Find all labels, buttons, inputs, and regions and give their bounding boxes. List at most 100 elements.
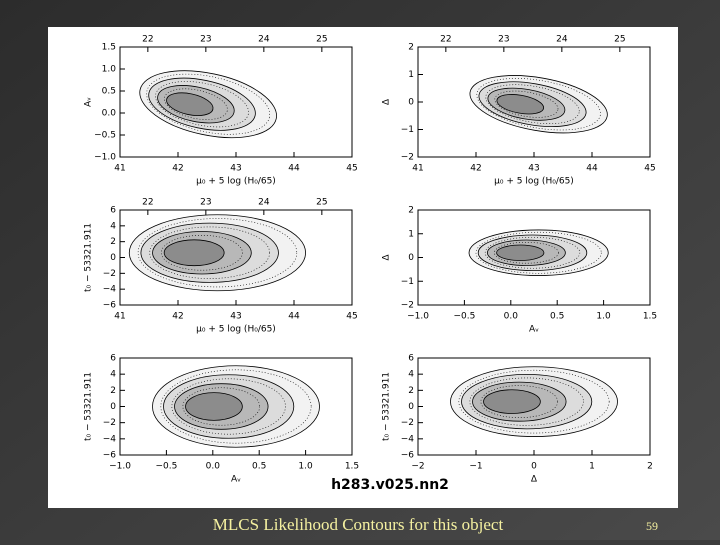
contour-dotted: [475, 231, 602, 274]
y-axis-label: Δ: [382, 98, 392, 105]
contour-dotted: [149, 226, 270, 279]
x-tick-label: 43: [528, 164, 539, 174]
y-axis-label: t₀ − 53321.911: [382, 372, 392, 441]
x-tick-label: 44: [288, 312, 300, 322]
y-tick-label: 6: [110, 354, 116, 364]
y-tick-label: 0: [110, 253, 116, 263]
y-tick-label: −2: [401, 418, 414, 428]
x-tick-label: 41: [412, 164, 423, 174]
top-tick-label: 24: [258, 35, 270, 45]
top-tick-label: 25: [316, 198, 327, 208]
x-tick-label: −0.5: [155, 462, 177, 472]
contour-dotted: [146, 73, 271, 135]
contour: [163, 239, 225, 267]
contour-dotted: [155, 81, 249, 128]
y-tick-label: −1: [401, 125, 414, 135]
y-tick-label: 2: [110, 386, 116, 396]
x-tick-label: −1.0: [109, 462, 131, 472]
x-tick-label: −1: [469, 462, 482, 472]
contour-dotted: [137, 218, 298, 288]
y-tick-label: 0: [110, 402, 116, 412]
y-tick-label: 1.0: [102, 65, 117, 75]
contour: [483, 389, 541, 414]
x-axis-label: Aᵥ: [529, 325, 539, 335]
top-tick-label: 23: [200, 198, 211, 208]
page-number: 59: [646, 519, 658, 533]
y-axis-label: Δ: [382, 254, 392, 261]
contour-dotted: [458, 369, 610, 434]
y-tick-label: −2: [103, 269, 116, 279]
x-tick-label: 43: [230, 312, 241, 322]
x-tick-label: 0.0: [206, 462, 221, 472]
y-tick-label: 1.5: [102, 43, 116, 53]
contour-dotted: [485, 84, 580, 124]
y-tick-label: 4: [110, 221, 116, 231]
x-tick-label: 42: [172, 312, 183, 322]
y-tick-label: 2: [408, 43, 414, 53]
x-tick-label: 0.0: [504, 312, 519, 322]
figure-label: h283.v025.nn2: [331, 477, 449, 493]
y-tick-label: 0: [408, 402, 414, 412]
y-tick-label: −4: [401, 434, 415, 444]
contour-dotted: [480, 385, 559, 419]
x-tick-label: 0.5: [550, 312, 564, 322]
top-tick-label: 22: [142, 35, 153, 45]
y-tick-label: 0: [408, 253, 414, 263]
contour-dotted: [171, 378, 286, 435]
top-tick-label: 23: [200, 35, 211, 45]
y-tick-label: −0.5: [94, 131, 116, 141]
contour-dotted: [161, 234, 243, 271]
y-tick-label: −6: [401, 451, 415, 461]
y-axis-label: t₀ − 53321.911: [84, 372, 94, 441]
top-tick-label: 25: [316, 35, 327, 45]
y-axis-label: t₀ − 53321.911: [84, 223, 94, 292]
top-tick-label: 24: [556, 35, 568, 45]
x-tick-label: 1.5: [643, 312, 657, 322]
x-tick-label: 45: [346, 164, 357, 174]
contour: [185, 392, 243, 421]
x-tick-label: 44: [586, 164, 598, 174]
top-tick-label: 25: [614, 35, 625, 45]
y-axis-label: Aᵥ: [84, 97, 94, 107]
y-tick-label: 0.0: [102, 109, 117, 119]
y-tick-label: −2: [401, 301, 414, 311]
contour: [166, 92, 214, 116]
x-tick-label: 45: [346, 312, 357, 322]
y-tick-label: −1: [401, 277, 414, 287]
contour-dotted: [182, 387, 261, 426]
top-tick-label: 23: [498, 35, 509, 45]
top-tick-label: 22: [142, 198, 153, 208]
y-tick-label: −2: [103, 418, 116, 428]
x-tick-label: 1: [589, 462, 595, 472]
x-axis-label: μ₀ + 5 log (H₀/65): [196, 325, 276, 335]
x-tick-label: 1.0: [596, 312, 611, 322]
x-tick-label: −1.0: [407, 312, 429, 322]
y-tick-label: −4: [103, 285, 117, 295]
x-tick-label: 45: [644, 164, 655, 174]
x-axis-label: Δ: [531, 475, 538, 485]
contour-dotted: [160, 369, 312, 444]
caption: MLCS Likelihood Contours for this object: [213, 515, 504, 534]
top-tick-label: 22: [440, 35, 451, 45]
contour-dotted: [469, 377, 584, 426]
x-tick-label: −2: [411, 462, 424, 472]
y-tick-label: 1: [408, 70, 414, 80]
y-tick-label: −1.0: [94, 153, 116, 163]
x-tick-label: 41: [114, 164, 125, 174]
x-axis-label: μ₀ + 5 log (H₀/65): [494, 177, 574, 187]
y-tick-label: −6: [103, 451, 117, 461]
y-tick-label: 1: [408, 229, 414, 239]
y-tick-label: 2: [408, 206, 414, 216]
y-tick-label: 4: [110, 370, 116, 380]
x-axis-label: Aᵥ: [231, 475, 241, 485]
x-tick-label: 2: [647, 462, 653, 472]
y-tick-label: −6: [103, 301, 117, 311]
contour-dotted: [484, 236, 581, 269]
x-tick-label: 41: [114, 312, 125, 322]
x-tick-label: 44: [288, 164, 300, 174]
x-tick-label: 42: [172, 164, 183, 174]
x-tick-label: 0: [531, 462, 537, 472]
y-tick-label: 2: [408, 386, 414, 396]
